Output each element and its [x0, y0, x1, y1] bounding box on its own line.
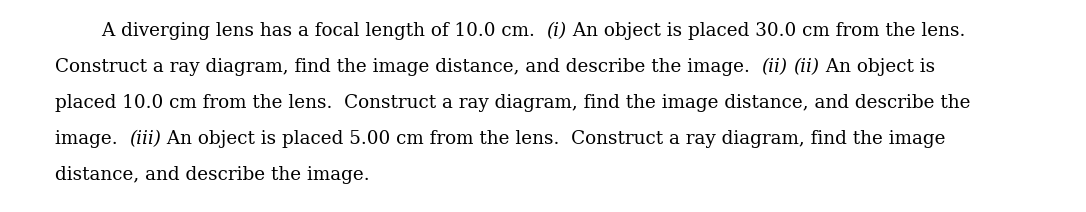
Text: An object is placed 5.00 cm from the lens.  Construct a ray diagram, find the im: An object is placed 5.00 cm from the len…: [161, 130, 946, 148]
Text: An object is: An object is: [820, 58, 935, 76]
Text: distance, and describe the image.: distance, and describe the image.: [55, 166, 369, 184]
Text: Construct a ray diagram, find the image distance, and describe the image.: Construct a ray diagram, find the image …: [55, 58, 761, 76]
Text: placed 10.0 cm from the lens.  Construct a ray diagram, find the image distance,: placed 10.0 cm from the lens. Construct …: [55, 94, 971, 112]
Text: A diverging lens has a focal length of 10.0 cm.: A diverging lens has a focal length of 1…: [55, 22, 546, 40]
Text: image.: image.: [55, 130, 129, 148]
Text: (ii): (ii): [794, 58, 820, 76]
Text: An object is placed 30.0 cm from the lens.: An object is placed 30.0 cm from the len…: [567, 22, 965, 40]
Text: (iii): (iii): [129, 130, 161, 148]
Text: (i): (i): [546, 22, 567, 40]
Text: (ii): (ii): [761, 58, 787, 76]
